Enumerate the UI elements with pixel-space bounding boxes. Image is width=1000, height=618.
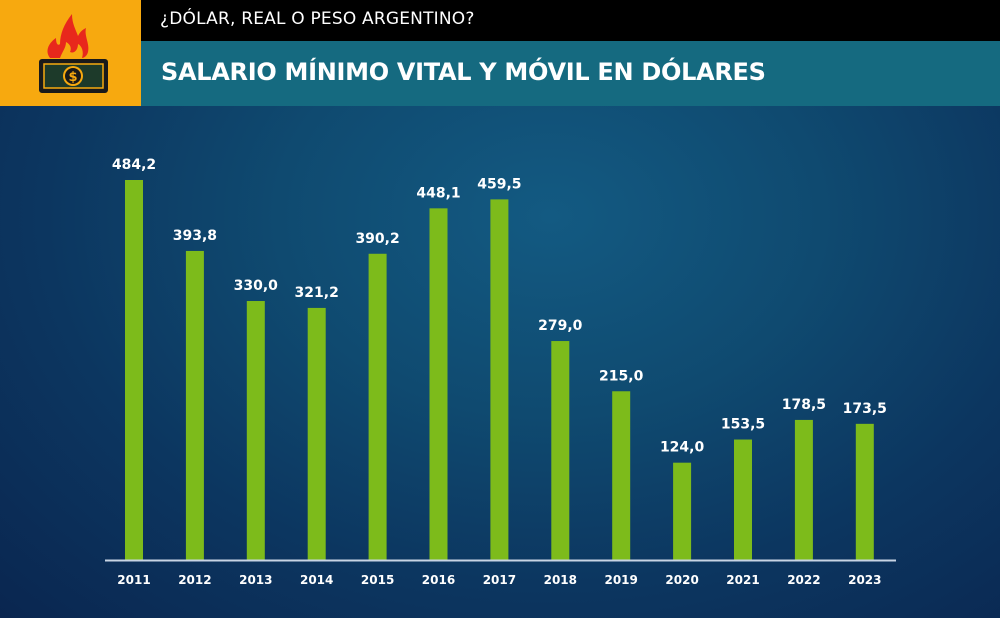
bar-2021 (734, 439, 752, 560)
value-labels-group: 484,2 393,8 330,0 321,2 390,2 448,1 459,5 279,0… (112, 157, 887, 456)
x-tick-label-2011: 2011 (117, 573, 150, 587)
value-label-2013: 330,0 (234, 278, 279, 294)
x-tick-label-2013: 2013 (239, 573, 272, 587)
bar-2023 (855, 423, 874, 560)
bar-2020 (673, 462, 692, 560)
chart-title: SALARIO MÍNIMO VITAL Y MÓVIL EN DÓLARES (161, 58, 766, 86)
bar-2015 (368, 253, 387, 560)
x-tick-label-2021: 2021 (726, 573, 759, 587)
value-label-2017: 459,5 (477, 176, 521, 192)
x-tick-label-2012: 2012 (178, 573, 211, 587)
value-label-2014: 321,2 (295, 285, 339, 301)
x-tick-label-2022: 2022 (787, 573, 820, 587)
bar-2013 (246, 301, 265, 560)
value-label-2018: 279,0 (538, 318, 583, 334)
x-tick-label-2023: 2023 (848, 573, 881, 587)
x-tick-label-2020: 2020 (665, 573, 698, 587)
svg-text:$: $ (68, 70, 77, 85)
bar-chart: 484,2 393,8 330,0 321,2 390,2 448,1 459,5 279,0… (105, 157, 896, 587)
bar-2014 (307, 307, 326, 560)
value-label-2022: 178,5 (782, 397, 826, 413)
x-tick-labels-group: 2011 2012 2013 2014 2015 2016 2017 2018 2019 2020… (117, 573, 881, 587)
x-tick-label-2019: 2019 (604, 573, 637, 587)
bar-2018 (551, 341, 570, 560)
burning-dollar-bill-icon: $ (39, 14, 108, 93)
bar-2016 (429, 208, 448, 560)
value-label-2011: 484,2 (112, 157, 156, 173)
logo: $ (0, 0, 141, 106)
x-tick-label-2015: 2015 (361, 573, 394, 587)
value-label-2012: 393,8 (173, 228, 217, 244)
bar-2012 (185, 250, 204, 560)
value-label-2020: 124,0 (660, 440, 705, 456)
flame-icon (47, 14, 89, 58)
chart-subtitle: ¿DÓLAR, REAL O PESO ARGENTINO? (160, 9, 475, 29)
top-bar: ¿DÓLAR, REAL O PESO ARGENTINO? (141, 0, 1000, 41)
bar-2019 (612, 391, 631, 560)
bar-2017 (490, 199, 509, 560)
x-tick-label-2018: 2018 (544, 573, 577, 587)
x-tick-label-2016: 2016 (422, 573, 455, 587)
x-tick-label-2014: 2014 (300, 573, 333, 587)
x-tick-label-2017: 2017 (483, 573, 516, 587)
bar-2022 (794, 419, 813, 560)
title-bar: SALARIO MÍNIMO VITAL Y MÓVIL EN DÓLARES (141, 41, 1000, 106)
bars-group (125, 180, 874, 560)
value-label-2021: 153,5 (721, 417, 765, 433)
value-label-2015: 390,2 (355, 231, 399, 247)
bar-2011 (125, 180, 143, 560)
value-label-2023: 173,5 (843, 401, 887, 417)
value-label-2016: 448,1 (416, 185, 460, 201)
value-label-2019: 215,0 (599, 368, 644, 384)
